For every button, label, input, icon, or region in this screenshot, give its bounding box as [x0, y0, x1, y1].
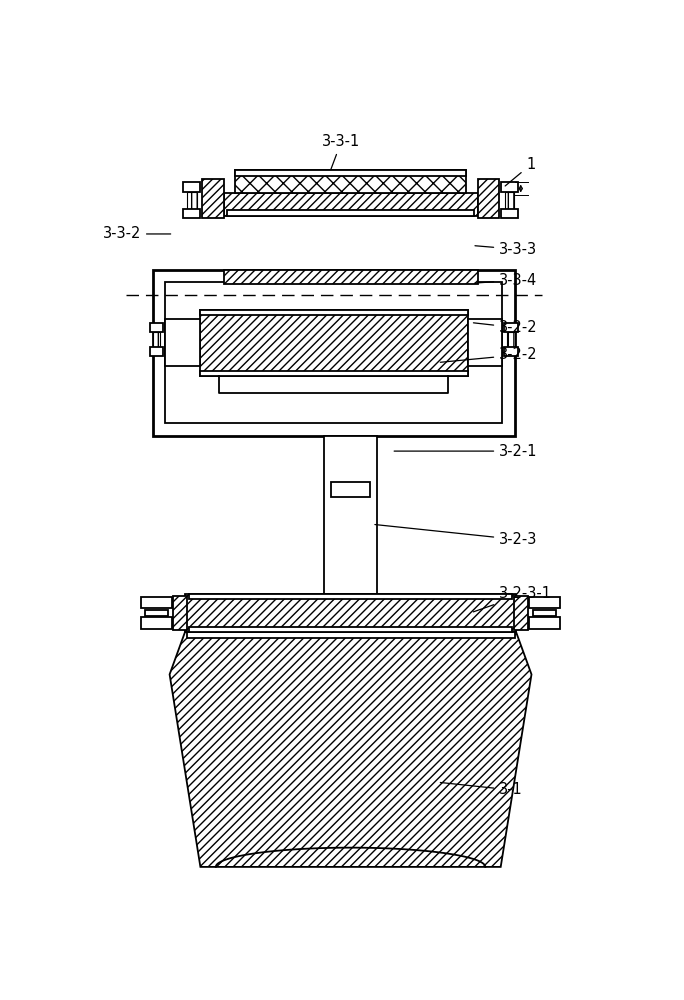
Text: 3-3-4: 3-3-4	[475, 273, 538, 288]
Bar	[324, 436, 378, 594]
Bar	[183, 182, 200, 192]
Bar	[224, 270, 477, 284]
Text: 3-2-2: 3-2-2	[473, 320, 538, 335]
Text: 3-3-3: 3-3-3	[475, 242, 538, 257]
Bar	[504, 323, 518, 332]
Text: 3-2-3-1: 3-2-3-1	[473, 586, 552, 612]
Bar	[202, 179, 224, 218]
Bar	[187, 192, 196, 209]
Bar	[183, 209, 200, 218]
Bar	[165, 319, 200, 366]
Bar	[200, 310, 468, 315]
Bar	[200, 310, 468, 376]
Bar	[331, 482, 370, 497]
Polygon shape	[170, 632, 531, 867]
Bar	[185, 594, 516, 632]
Bar	[145, 610, 168, 616]
Bar	[153, 270, 514, 436]
Bar	[150, 323, 163, 332]
Bar	[501, 209, 518, 218]
Bar	[141, 617, 172, 629]
Bar	[150, 347, 163, 356]
Bar	[529, 617, 560, 629]
Bar	[507, 332, 514, 347]
Bar	[227, 210, 474, 216]
Bar	[235, 170, 466, 176]
Bar	[153, 332, 160, 347]
Bar	[189, 594, 512, 599]
Text: 3-2-2: 3-2-2	[440, 347, 538, 362]
Bar	[200, 371, 468, 376]
Bar	[224, 193, 477, 216]
Text: 3-3-1: 3-3-1	[322, 134, 360, 170]
Text: 3-1: 3-1	[440, 782, 523, 797]
Bar	[514, 596, 527, 630]
Bar	[505, 192, 514, 209]
Bar	[529, 597, 560, 608]
Bar	[468, 319, 502, 366]
Bar	[501, 182, 518, 192]
Bar	[504, 347, 518, 356]
Text: 3-2-3: 3-2-3	[375, 525, 538, 547]
Bar	[174, 596, 187, 630]
Bar	[187, 632, 514, 638]
Text: 3-3-2: 3-3-2	[103, 226, 171, 241]
Bar	[165, 282, 502, 423]
Bar	[189, 627, 512, 632]
Bar	[477, 179, 499, 218]
Text: 3-2-1: 3-2-1	[394, 444, 538, 459]
Bar	[235, 170, 466, 193]
Bar	[141, 597, 172, 608]
Bar	[533, 610, 556, 616]
Text: 1: 1	[505, 157, 536, 186]
